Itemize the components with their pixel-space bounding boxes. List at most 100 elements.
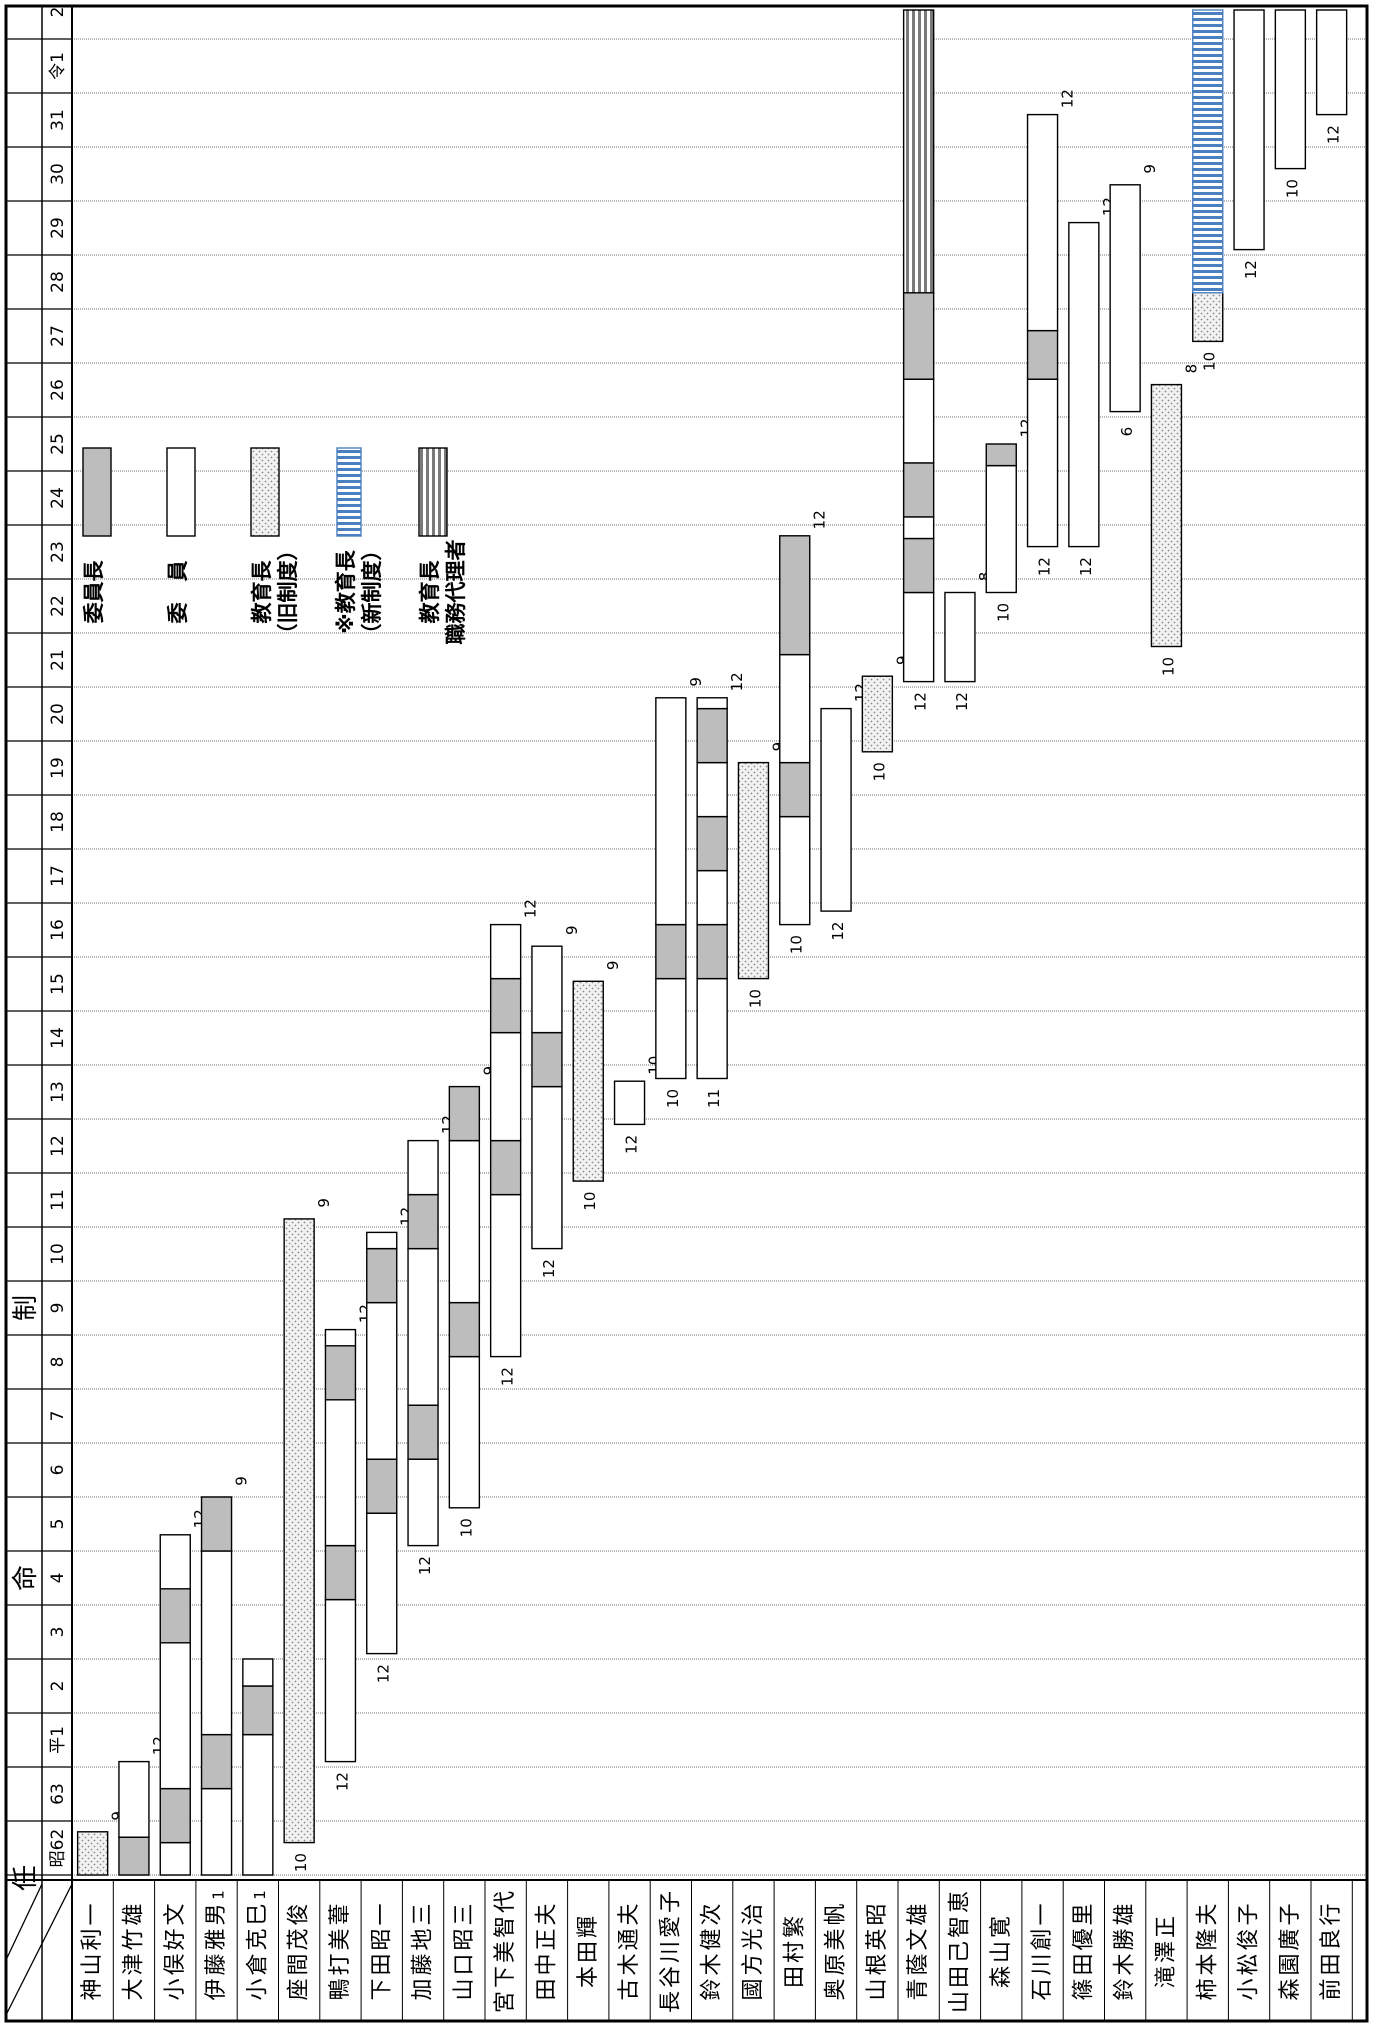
year-label: 16 [48, 919, 68, 941]
term-segment-member [489, 923, 522, 980]
term-segment-edu_new [1192, 9, 1224, 294]
term-segment-edu_old [737, 761, 770, 980]
person-name: 古木通夫 [617, 1900, 642, 2000]
term-start-month: 10 [1159, 657, 1177, 676]
term-segment-acting [902, 9, 935, 294]
term-segment-member [159, 1534, 191, 1590]
person-name: 山口昭三 [452, 1900, 477, 2000]
header-title-mid: 命 [11, 1565, 41, 1591]
term-segment-member [655, 697, 687, 926]
term-start-month: 10 [292, 1853, 310, 1872]
term-segment-member [200, 1787, 233, 1876]
year-label: 25 [48, 433, 68, 455]
term-segment-member [407, 1139, 439, 1196]
year-label: 27 [48, 325, 68, 347]
term-segment-edu_old [861, 675, 894, 753]
term-segment-member [902, 591, 935, 683]
year-label: 18 [48, 811, 68, 833]
legend-swatch-acting [418, 447, 448, 537]
term-segment-edu_old [1150, 383, 1183, 648]
term-segment-member [242, 1658, 274, 1687]
term-end-month: 9 [315, 1198, 333, 1208]
term-segment-member [820, 707, 852, 912]
person-name: 大津竹雄 [121, 1900, 146, 2000]
year-label: 5 [48, 1519, 68, 1530]
person-name: 山田己智恵 [947, 1888, 972, 2013]
term-start-month: 12 [375, 1664, 393, 1683]
term-segment-member [448, 1355, 481, 1509]
term-start-month: 12 [416, 1556, 434, 1575]
person-name: 田村繁 [782, 1913, 807, 1988]
year-label: 6 [48, 1465, 68, 1476]
year-label: 12 [48, 1135, 68, 1157]
term-segment-chair [242, 1685, 274, 1736]
term-segment-member [944, 591, 976, 683]
term-segment-chair [448, 1301, 481, 1358]
term-segment-chair [200, 1733, 233, 1790]
term-segment-member [696, 697, 728, 710]
year-label: 19 [48, 757, 68, 779]
legend-label: 教育長 [250, 560, 274, 624]
legend-label: 職務代理者 [444, 540, 468, 645]
year-label: 平1 [48, 1726, 68, 1754]
term-start-month: 10 [746, 989, 764, 1008]
term-segment-chair [407, 1404, 439, 1460]
term-segment-member [159, 1642, 191, 1790]
term-segment-member [985, 464, 1017, 594]
year-label: 22 [48, 595, 68, 617]
term-segment-member [366, 1301, 398, 1460]
year-label: 13 [48, 1081, 68, 1103]
term-segment-chair [779, 761, 811, 818]
term-start-month: 12 [1325, 125, 1343, 144]
term-segment-member [1026, 378, 1059, 548]
term-segment-chair [366, 1458, 398, 1514]
term-start-month: 10 [457, 1518, 475, 1537]
term-segment-member [489, 1193, 522, 1358]
term-segment-member [779, 815, 811, 926]
term-segment-chair [902, 462, 935, 518]
term-start-month: 10 [788, 935, 806, 954]
term-start-month: 1 [251, 1890, 269, 1900]
term-start-month: 10 [664, 1089, 682, 1108]
term-segment-chair [200, 1496, 233, 1552]
term-segment-member [200, 1550, 233, 1736]
person-name: 小俣好文 [163, 1900, 188, 2000]
header: 任 命 制 [11, 1295, 41, 1891]
year-label: 29 [48, 217, 68, 239]
person-name: 前田良行 [1319, 1900, 1344, 2000]
term-start-month: 12 [333, 1772, 351, 1791]
term-segment-chair [159, 1588, 191, 1644]
year-label: 9 [48, 1303, 68, 1314]
term-segment-member [242, 1733, 274, 1876]
term-segment-member [779, 653, 811, 764]
person-name: 田中正夫 [534, 1900, 559, 2000]
term-segment-edu_old [76, 1831, 109, 1876]
term-segment-edu_old [283, 1218, 315, 1844]
person-name: 加藤地三 [411, 1900, 436, 2000]
term-segment-chair [489, 977, 522, 1034]
term-segment-member [407, 1247, 439, 1406]
term-segment-member [324, 1399, 357, 1547]
year-label: 2 [48, 7, 68, 18]
term-start-month: 12 [1036, 557, 1054, 576]
year-label: 63 [48, 1783, 68, 1805]
year-label: 31 [48, 109, 68, 131]
year-label: 26 [48, 379, 68, 401]
person-name: 長谷川愛子 [658, 1888, 683, 2013]
term-start-month: 10 [870, 762, 888, 781]
chart-frame [4, 4, 1369, 2023]
corner-diagonal [5, 1883, 43, 1961]
grid-lines [6, 38, 1367, 2021]
year-label: 30 [48, 163, 68, 185]
term-start-month: 10 [1283, 179, 1301, 198]
legend-label: 教育長 [418, 560, 442, 624]
term-segment-edu_old [572, 980, 604, 1182]
term-segment-chair [779, 535, 811, 656]
term-segment-member [613, 1080, 646, 1126]
year-label: 10 [48, 1243, 68, 1265]
legend-label: ※教育長 [334, 549, 358, 633]
person-name: 國方光治 [741, 1900, 766, 2000]
term-end-month: 12 [522, 899, 540, 918]
term-start-month: 12 [540, 1259, 558, 1278]
term-end-month: 9 [893, 655, 911, 665]
